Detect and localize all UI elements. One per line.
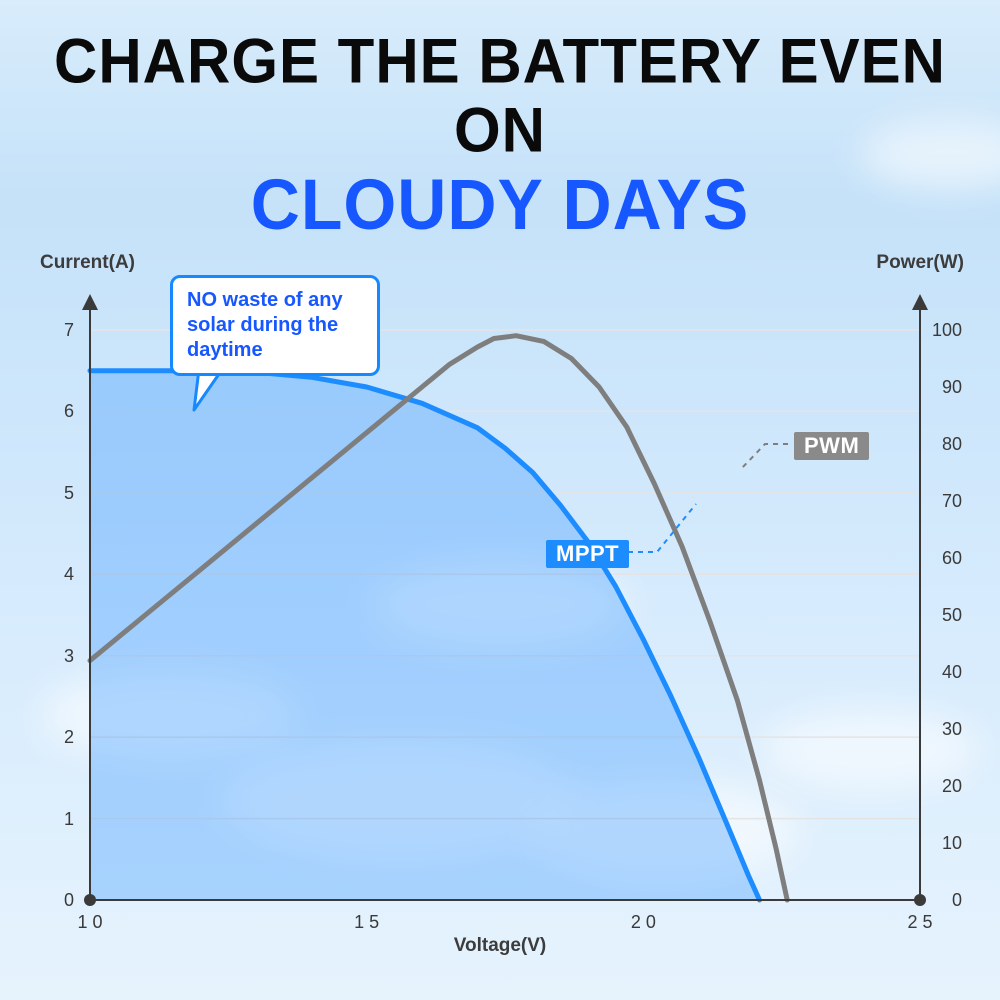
tick-label: 60 xyxy=(926,548,962,569)
tick-label: 0 xyxy=(38,890,74,911)
tick-label: 1 5 xyxy=(347,912,387,933)
tick-label: 100 xyxy=(926,320,962,341)
tick-label: 2 0 xyxy=(623,912,663,933)
tick-label: 30 xyxy=(926,719,962,740)
chart-svg xyxy=(0,0,1000,1000)
tick-label: 20 xyxy=(926,776,962,797)
tick-label: 2 xyxy=(38,727,74,748)
tick-label: 3 xyxy=(38,646,74,667)
page-root: CHARGE THE BATTERY EVEN ON CLOUDY DAYS C… xyxy=(0,0,1000,1000)
tick-label: 90 xyxy=(926,377,962,398)
callout-box: NO waste of any solar during the daytime xyxy=(170,275,380,376)
tick-label: 1 0 xyxy=(70,912,110,933)
tick-label: 70 xyxy=(926,491,962,512)
tick-label: 80 xyxy=(926,434,962,455)
tick-label: 1 xyxy=(38,809,74,830)
pwm-label: PWM xyxy=(794,432,869,460)
tick-label: 50 xyxy=(926,605,962,626)
tick-label: 40 xyxy=(926,662,962,683)
tick-label: 7 xyxy=(38,320,74,341)
tick-label: 6 xyxy=(38,401,74,422)
tick-label: 2 5 xyxy=(900,912,940,933)
tick-label: 0 xyxy=(926,890,962,911)
tick-label: 5 xyxy=(38,483,74,504)
mppt-label: MPPT xyxy=(546,540,629,568)
tick-label: 10 xyxy=(926,833,962,854)
tick-label: 4 xyxy=(38,564,74,585)
callout-text: NO waste of any solar during the daytime xyxy=(187,289,343,361)
